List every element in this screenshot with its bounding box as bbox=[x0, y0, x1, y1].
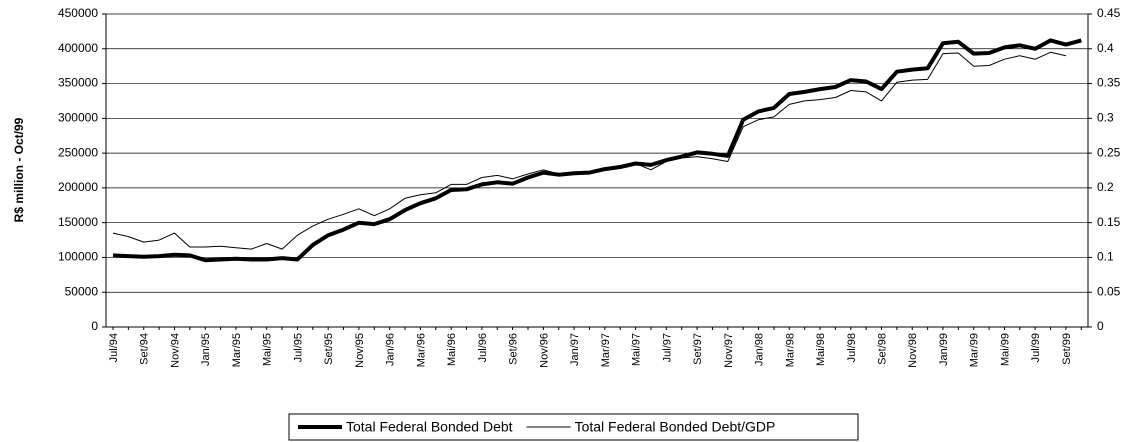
x-tick-label: Nov/97 bbox=[723, 333, 735, 368]
x-tick-label: Jul/98 bbox=[846, 333, 858, 362]
x-tick-label: Mar/97 bbox=[600, 333, 612, 367]
x-tick-label: Jan/99 bbox=[938, 333, 950, 366]
x-tick-label: Nov/96 bbox=[538, 333, 550, 368]
x-tick-label: Jul/96 bbox=[477, 333, 489, 362]
y2-tick-label: 0 bbox=[1097, 319, 1104, 333]
y2-tick-label: 0.3 bbox=[1097, 111, 1114, 125]
y-tick-label: 150000 bbox=[58, 215, 98, 229]
y2-tick-label: 0.25 bbox=[1097, 145, 1121, 159]
y2-tick-label: 0.05 bbox=[1097, 284, 1121, 298]
series-line bbox=[112, 38, 1082, 263]
y2-tick-label: 0.35 bbox=[1097, 76, 1121, 90]
x-tick-label: Mar/99 bbox=[969, 333, 981, 367]
y-tick-label: 300000 bbox=[58, 111, 98, 125]
x-tick-label: Set/97 bbox=[692, 333, 704, 365]
y2-tick-label: 0.2 bbox=[1097, 180, 1114, 194]
y-tick-label: 400000 bbox=[58, 41, 98, 55]
x-tick-label: Jul/95 bbox=[292, 333, 304, 362]
x-tick-label: Nov/94 bbox=[169, 333, 181, 368]
y-tick-label: 200000 bbox=[58, 180, 98, 194]
x-tick-label: Mai/97 bbox=[631, 333, 643, 366]
x-tick-label: Set/96 bbox=[508, 333, 520, 365]
y2-tick-label: 0.4 bbox=[1097, 41, 1114, 55]
y2-tick-label: 0.1 bbox=[1097, 250, 1114, 264]
x-tick-label: Mar/98 bbox=[784, 333, 796, 367]
x-tick-label: Jan/95 bbox=[200, 333, 212, 366]
x-tick-label: Mar/95 bbox=[231, 333, 243, 367]
x-tick-label: Set/98 bbox=[877, 333, 889, 365]
x-tick-label: Jan/96 bbox=[385, 333, 397, 366]
x-tick-label: Jul/97 bbox=[661, 333, 673, 362]
y-tick-label: 350000 bbox=[58, 76, 98, 90]
x-tick-label: Set/94 bbox=[139, 333, 151, 365]
x-tick-label: Set/99 bbox=[1061, 333, 1073, 365]
x-tick-label: Mai/95 bbox=[262, 333, 274, 366]
x-tick-label: Jul/99 bbox=[1030, 333, 1042, 362]
legend-box bbox=[288, 413, 859, 441]
y-tick-label: 0 bbox=[91, 319, 98, 333]
y-tick-label: 450000 bbox=[58, 6, 98, 20]
y2-tick-label: 0.15 bbox=[1097, 215, 1121, 229]
x-tick-label: Jul/94 bbox=[108, 333, 120, 362]
legend-label: Total Federal Bonded Debt bbox=[346, 419, 513, 435]
x-tick-label: Jan/98 bbox=[754, 333, 766, 366]
legend-label: Total Federal Bonded Debt/GDP bbox=[575, 419, 776, 435]
x-tick-label: Mai/96 bbox=[446, 333, 458, 366]
x-tick-label: Mar/96 bbox=[415, 333, 427, 367]
y-tick-label: 100000 bbox=[58, 250, 98, 264]
x-tick-label: Mai/98 bbox=[815, 333, 827, 366]
x-tick-label: Mai/99 bbox=[999, 333, 1011, 366]
x-tick-label: Jan/97 bbox=[569, 333, 581, 366]
y2-tick-label: 0.45 bbox=[1097, 6, 1121, 20]
y-tick-label: 50000 bbox=[65, 284, 99, 298]
series-line bbox=[112, 51, 1067, 250]
x-tick-label: Nov/98 bbox=[907, 333, 919, 368]
x-tick-label: Set/95 bbox=[323, 333, 335, 365]
y-axis-label: R$ million - Oct/99 bbox=[12, 117, 26, 222]
x-tick-label: Nov/95 bbox=[354, 333, 366, 368]
y-tick-label: 250000 bbox=[58, 145, 98, 159]
